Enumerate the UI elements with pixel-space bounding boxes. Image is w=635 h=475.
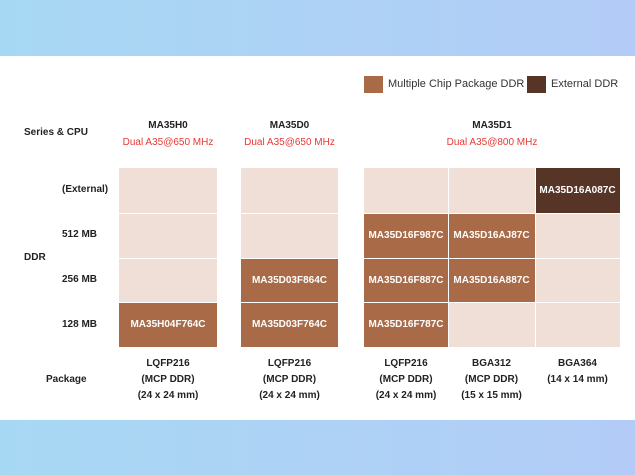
package-col-5: BGA364 (14 x 14 mm) bbox=[535, 356, 620, 388]
package-size: (24 x 24 mm) bbox=[259, 390, 320, 401]
series-ma35h0-cpu: Dual A35@650 MHz bbox=[122, 137, 214, 148]
part-label: MA35D16A087C bbox=[539, 185, 616, 196]
part-cell-ma35d03f864c: MA35D03F864C bbox=[241, 258, 338, 302]
series-ma35d0-name: MA35D0 bbox=[269, 120, 310, 131]
series-cpu-label: Series & CPU bbox=[24, 127, 88, 138]
grid-cell bbox=[364, 168, 448, 213]
package-type: (14 x 14 mm) bbox=[547, 374, 608, 385]
part-label: MA35D16A887C bbox=[453, 274, 530, 286]
package-type: (MCP DDR) bbox=[141, 374, 195, 385]
package-size: (24 x 24 mm) bbox=[375, 390, 437, 401]
package-name: LQFP216 bbox=[267, 358, 312, 369]
package-size: (24 x 24 mm) bbox=[137, 390, 199, 401]
legend-external-label: External DDR bbox=[551, 78, 619, 90]
package-col-4: BGA312 (MCP DDR) (15 x 15 mm) bbox=[448, 356, 535, 404]
part-label: MA35D16F987C bbox=[368, 230, 444, 241]
series-ma35d1-name: MA35D1 bbox=[472, 120, 512, 131]
package-name: BGA312 bbox=[472, 358, 511, 369]
part-cell-ma35d16f787c: MA35D16F787C bbox=[364, 302, 448, 347]
series-ma35d0-cpu: Dual A35@650 MHz bbox=[244, 137, 335, 148]
grid-line bbox=[448, 168, 449, 347]
grid-cell bbox=[535, 302, 620, 347]
grid-line bbox=[241, 302, 338, 303]
bottom-banner bbox=[0, 420, 635, 475]
package-type: (MCP DDR) bbox=[379, 374, 433, 385]
legend-external-swatch bbox=[527, 76, 546, 93]
grid-cell bbox=[241, 213, 338, 258]
package-col-3: LQFP216 (MCP DDR) (24 x 24 mm) bbox=[364, 356, 448, 404]
grid-cell bbox=[448, 168, 535, 213]
grid-line bbox=[119, 302, 217, 303]
part-label: MA35D16AJ87C bbox=[453, 230, 530, 241]
grid-cell bbox=[535, 258, 620, 302]
row-label-256mb: 256 MB bbox=[62, 274, 98, 285]
grid-cell bbox=[448, 302, 535, 347]
grid-line bbox=[364, 258, 620, 259]
package-type: (MCP DDR) bbox=[464, 374, 519, 385]
grid-line bbox=[119, 258, 217, 259]
grid-cell bbox=[119, 213, 217, 258]
grid-line bbox=[241, 258, 338, 259]
series-ma35h0-name: MA35H0 bbox=[148, 120, 188, 131]
grid-cell bbox=[119, 258, 217, 302]
series-ma35d1-cpu: Dual A35@800 MHz bbox=[446, 137, 538, 148]
package-name: LQFP216 bbox=[146, 358, 190, 369]
package-type: (MCP DDR) bbox=[262, 374, 317, 385]
package-col-1: LQFP216 (MCP DDR) (24 x 24 mm) bbox=[119, 356, 217, 404]
part-label: MA35D16F887C bbox=[368, 274, 444, 286]
grid-line bbox=[241, 213, 338, 214]
package-label: Package bbox=[46, 374, 87, 385]
grid-cell bbox=[119, 168, 217, 213]
legend-mcp-label: Multiple Chip Package DDR bbox=[388, 78, 525, 90]
legend-mcp-swatch bbox=[364, 76, 383, 93]
package-size: (15 x 15 mm) bbox=[461, 390, 522, 401]
grid-line bbox=[364, 302, 620, 303]
part-cell-ma35h04f764c: MA35H04F764C bbox=[119, 302, 217, 347]
row-label-128mb: 128 MB bbox=[62, 319, 98, 330]
package-name: BGA364 bbox=[558, 358, 597, 369]
top-banner bbox=[0, 0, 635, 56]
part-cell-ma35d16f987c: MA35D16F987C bbox=[364, 213, 448, 258]
part-cell-ma35d16aj87c: MA35D16AJ87C bbox=[448, 213, 535, 258]
package-col-2: LQFP216 (MCP DDR) (24 x 24 mm) bbox=[241, 356, 338, 404]
part-label: MA35D03F864C bbox=[251, 274, 328, 286]
row-label-512mb: 512 MB bbox=[62, 229, 98, 240]
part-label: MA35D16F787C bbox=[368, 319, 444, 330]
grid-line bbox=[535, 168, 536, 347]
grid-cell bbox=[241, 168, 338, 213]
part-cell-ma35d16a887c: MA35D16A887C bbox=[448, 258, 535, 302]
part-label: MA35D03F764C bbox=[251, 319, 328, 330]
grid-line bbox=[364, 213, 620, 214]
part-label: MA35H04F764C bbox=[130, 319, 206, 330]
part-cell-ma35d16f887c: MA35D16F887C bbox=[364, 258, 448, 302]
package-name: LQFP216 bbox=[384, 358, 428, 369]
row-label-external: (External) bbox=[62, 184, 109, 195]
grid-line bbox=[119, 213, 217, 214]
row-label-ddr: DDR bbox=[24, 252, 46, 263]
part-cell-ma35d16a087c: MA35D16A087C bbox=[535, 168, 620, 213]
grid-cell bbox=[535, 213, 620, 258]
part-cell-ma35d03f764c: MA35D03F764C bbox=[241, 302, 338, 347]
